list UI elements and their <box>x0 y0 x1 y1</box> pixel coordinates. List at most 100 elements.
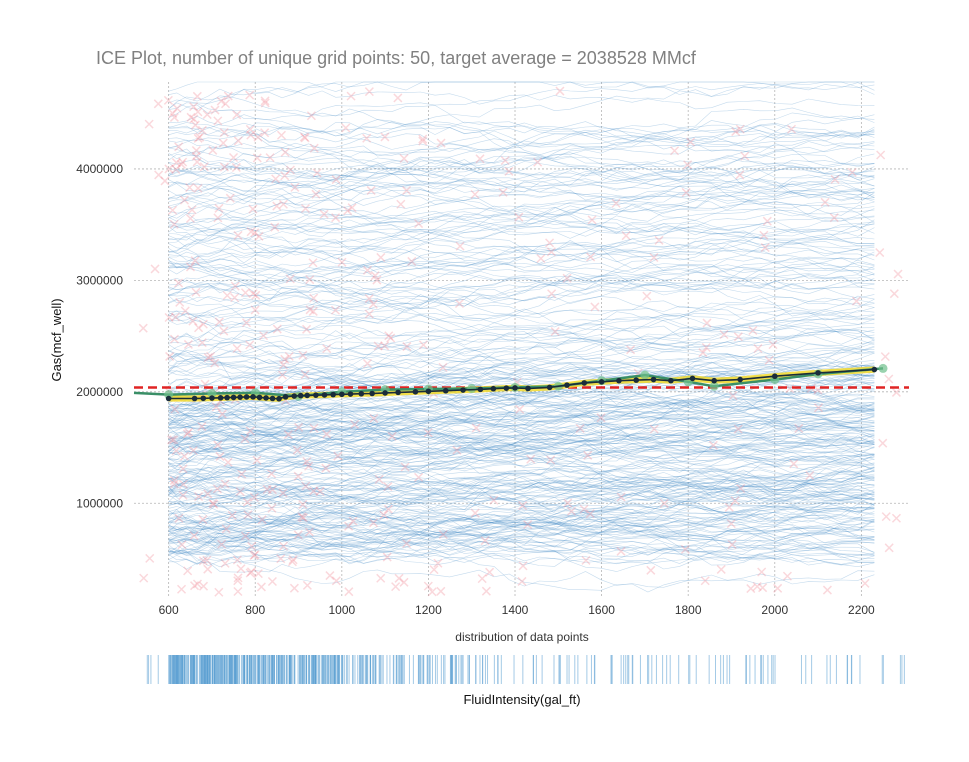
ice-line <box>168 504 875 534</box>
x-tick-label: 2200 <box>848 603 875 617</box>
x-axis-label: distribution of data points <box>455 630 588 644</box>
data-point-marker <box>217 539 227 549</box>
data-point-marker <box>257 515 267 525</box>
data-point-marker <box>372 275 382 285</box>
pdp-point <box>616 377 622 384</box>
data-point-marker <box>253 132 263 142</box>
data-point-marker <box>221 524 231 534</box>
ice-line <box>168 356 875 398</box>
ice-line <box>168 239 875 263</box>
data-point-marker <box>376 573 386 583</box>
ice-line <box>168 460 875 501</box>
ice-line <box>168 536 875 572</box>
ice-line <box>168 217 875 289</box>
data-point-marker <box>197 422 207 432</box>
ice-line <box>168 115 875 166</box>
ice-line <box>168 391 875 424</box>
data-point-marker <box>214 317 224 327</box>
pdp-point <box>291 393 297 399</box>
data-point-marker <box>399 577 409 587</box>
data-point-marker <box>285 165 295 175</box>
data-point-marker <box>267 485 277 495</box>
ice-line <box>168 462 875 535</box>
data-point-marker <box>169 475 179 485</box>
ice-line <box>168 508 875 544</box>
x-tick-label: 800 <box>245 603 265 617</box>
ice-line <box>168 413 875 446</box>
ice-line <box>168 119 875 146</box>
data-point-marker <box>202 555 212 565</box>
data-point-marker <box>733 424 743 434</box>
ice-line <box>168 493 875 526</box>
ice-line <box>168 153 875 222</box>
data-point-marker <box>670 146 680 156</box>
ice-line <box>168 423 875 451</box>
data-point-marker <box>189 114 199 124</box>
data-point-marker <box>376 252 386 262</box>
pdp-point <box>650 376 657 383</box>
ice-line <box>168 247 875 281</box>
ice-line <box>168 159 875 193</box>
data-point-marker <box>300 133 310 143</box>
ice-line <box>168 396 875 439</box>
data-point-marker <box>298 499 308 510</box>
data-point-marker <box>611 198 621 208</box>
ice-line <box>168 452 875 507</box>
ice-line <box>168 308 875 395</box>
pdp-point <box>871 366 878 373</box>
rug-plot <box>146 655 905 684</box>
ice-line <box>168 346 875 404</box>
ice-line <box>168 150 875 193</box>
data-point-marker <box>893 269 903 279</box>
data-point-marker <box>891 387 901 397</box>
ice-line <box>168 406 875 465</box>
data-point-marker <box>210 105 220 115</box>
ice-line <box>168 418 875 470</box>
ice-line <box>168 366 875 425</box>
pdp-point <box>412 389 419 395</box>
ice-line <box>168 539 875 588</box>
data-point-marker <box>174 142 184 152</box>
data-point-marker <box>341 123 351 133</box>
data-point-marker <box>208 145 218 155</box>
ice-line <box>168 286 875 316</box>
data-point-marker <box>292 445 302 455</box>
x-tick-label: 1200 <box>415 603 442 617</box>
ice-line <box>168 495 875 573</box>
pdp-point <box>191 395 198 402</box>
pdp-point <box>330 391 336 398</box>
data-point-marker <box>302 456 312 467</box>
pdp-point <box>347 391 354 397</box>
data-point-marker <box>362 265 372 275</box>
data-point-marker <box>177 584 187 594</box>
ice-line <box>168 502 875 551</box>
data-point-marker <box>187 205 197 215</box>
data-point-marker <box>197 125 207 135</box>
ice-line <box>168 493 875 523</box>
data-point-marker <box>208 498 218 508</box>
data-point-marker <box>768 340 778 350</box>
ice-line <box>168 112 875 150</box>
data-point-marker <box>219 326 229 336</box>
data-point-marker <box>252 153 262 163</box>
data-point-marker <box>590 302 600 312</box>
data-point-marker <box>169 435 179 445</box>
ice-line <box>168 405 875 452</box>
ice-line <box>168 511 875 541</box>
data-point-marker <box>555 86 565 96</box>
data-point-marker <box>498 187 508 197</box>
ice-line <box>168 495 875 538</box>
data-point-marker <box>272 201 282 211</box>
data-point-marker <box>233 586 243 597</box>
data-point-marker <box>278 199 288 209</box>
data-point-marker <box>194 491 204 502</box>
pdp-point <box>711 377 717 384</box>
data-point-marker <box>740 151 750 161</box>
ice-line <box>168 445 875 536</box>
ice-line <box>168 541 875 566</box>
ice-line <box>168 235 875 276</box>
data-point-marker <box>193 107 203 117</box>
ice-line <box>168 168 875 237</box>
data-point-marker <box>436 138 446 148</box>
data-point-marker <box>214 203 224 213</box>
